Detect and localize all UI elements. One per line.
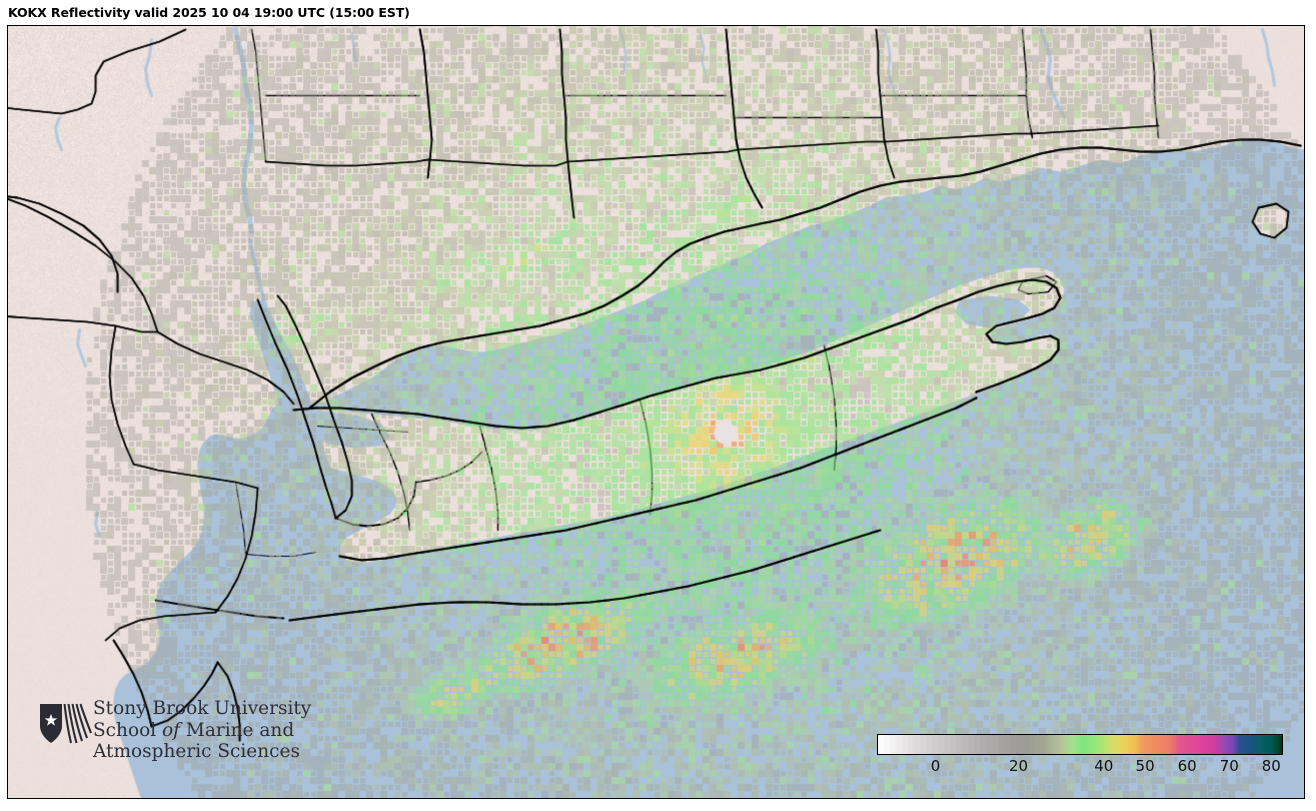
colorbar-tick-80: 80 [1261,757,1281,775]
reflectivity-colorbar: 0 20 40 50 60 70 80 [869,727,1293,789]
colorbar-gradient [878,735,1282,754]
colorbar-bar [877,734,1283,755]
radar-map-frame[interactable] [7,25,1305,799]
colorbar-tick-0: 0 [930,757,941,775]
colorbar-tick-40: 40 [1094,757,1114,775]
radar-map-canvas[interactable] [8,26,1304,798]
colorbar-tick-70: 70 [1219,757,1239,775]
colorbar-tick-60: 60 [1177,757,1197,775]
colorbar-tick-labels: 0 20 40 50 60 70 80 [869,757,1293,783]
page-title: KOKX Reflectivity valid 2025 10 04 19:00… [8,5,410,20]
colorbar-tick-20: 20 [1009,757,1029,775]
colorbar-tick-50: 50 [1135,757,1155,775]
